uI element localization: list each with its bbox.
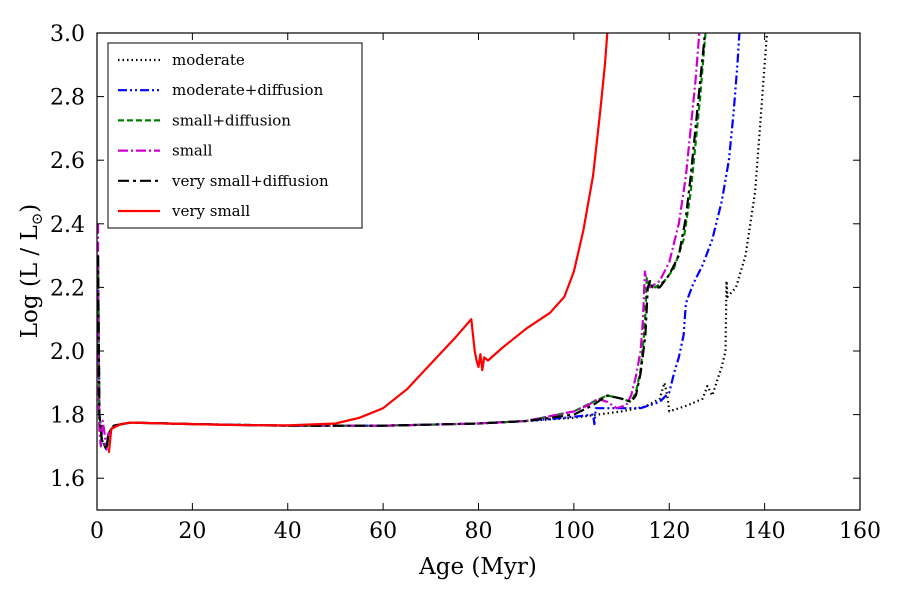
legend-label: small+diffusion xyxy=(172,111,291,129)
series-layer xyxy=(97,33,769,453)
legend-label: small xyxy=(172,142,213,160)
y-tick-label: 2.0 xyxy=(50,340,85,365)
x-tick-label: 0 xyxy=(90,519,104,544)
y-tick-label: 3.0 xyxy=(50,22,85,47)
y-tick-label: 2.2 xyxy=(50,276,85,301)
plot-frame xyxy=(96,32,861,511)
ticks-layer: 0 20 40 60 80 100 120 140 160 1.6 1.8 2.0 2.2 2.4 2.6 2… xyxy=(50,22,881,544)
y-tick-label: 2.4 xyxy=(50,213,85,238)
y-axis-title-sun-symbol: ⊙ xyxy=(28,213,46,226)
y-axis-title: Log (L / L⊙) xyxy=(17,204,46,339)
legend: moderate moderate+diffusion small+diffusio… xyxy=(107,42,363,229)
y-axis-title-close: ) xyxy=(17,204,43,213)
x-tick-label: 140 xyxy=(744,519,786,544)
series-line-small xyxy=(97,33,701,451)
y-axis-title-main: Log (L / L xyxy=(17,225,43,338)
y-tick-label: 2.6 xyxy=(50,149,85,174)
series-line-very-small xyxy=(107,33,609,453)
x-tick-label: 100 xyxy=(553,519,595,544)
x-tick-label: 40 xyxy=(274,519,302,544)
legend-label: moderate xyxy=(172,51,245,69)
x-tick-label: 60 xyxy=(369,519,397,544)
y-tick-label: 2.8 xyxy=(50,86,85,111)
legend-label: very small xyxy=(171,202,250,220)
x-tick-label: 80 xyxy=(465,519,493,544)
legend-label: moderate+diffusion xyxy=(172,81,324,99)
legend-box xyxy=(107,42,363,229)
series-line-moderate xyxy=(97,33,769,451)
series-line-very-small-diffusion xyxy=(97,33,707,451)
legend-label: very small+diffusion xyxy=(171,172,329,190)
x-tick-label: 120 xyxy=(648,519,690,544)
x-tick-label: 20 xyxy=(178,519,206,544)
series-line-small-diffusion xyxy=(97,33,707,451)
y-tick-label: 1.8 xyxy=(50,404,85,429)
x-axis-title: Age (Myr) xyxy=(418,554,537,580)
y-tick-label: 1.6 xyxy=(50,467,85,492)
y-axis-title-text: Log (L / L⊙) xyxy=(17,204,46,339)
x-tick-label: 160 xyxy=(839,519,881,544)
